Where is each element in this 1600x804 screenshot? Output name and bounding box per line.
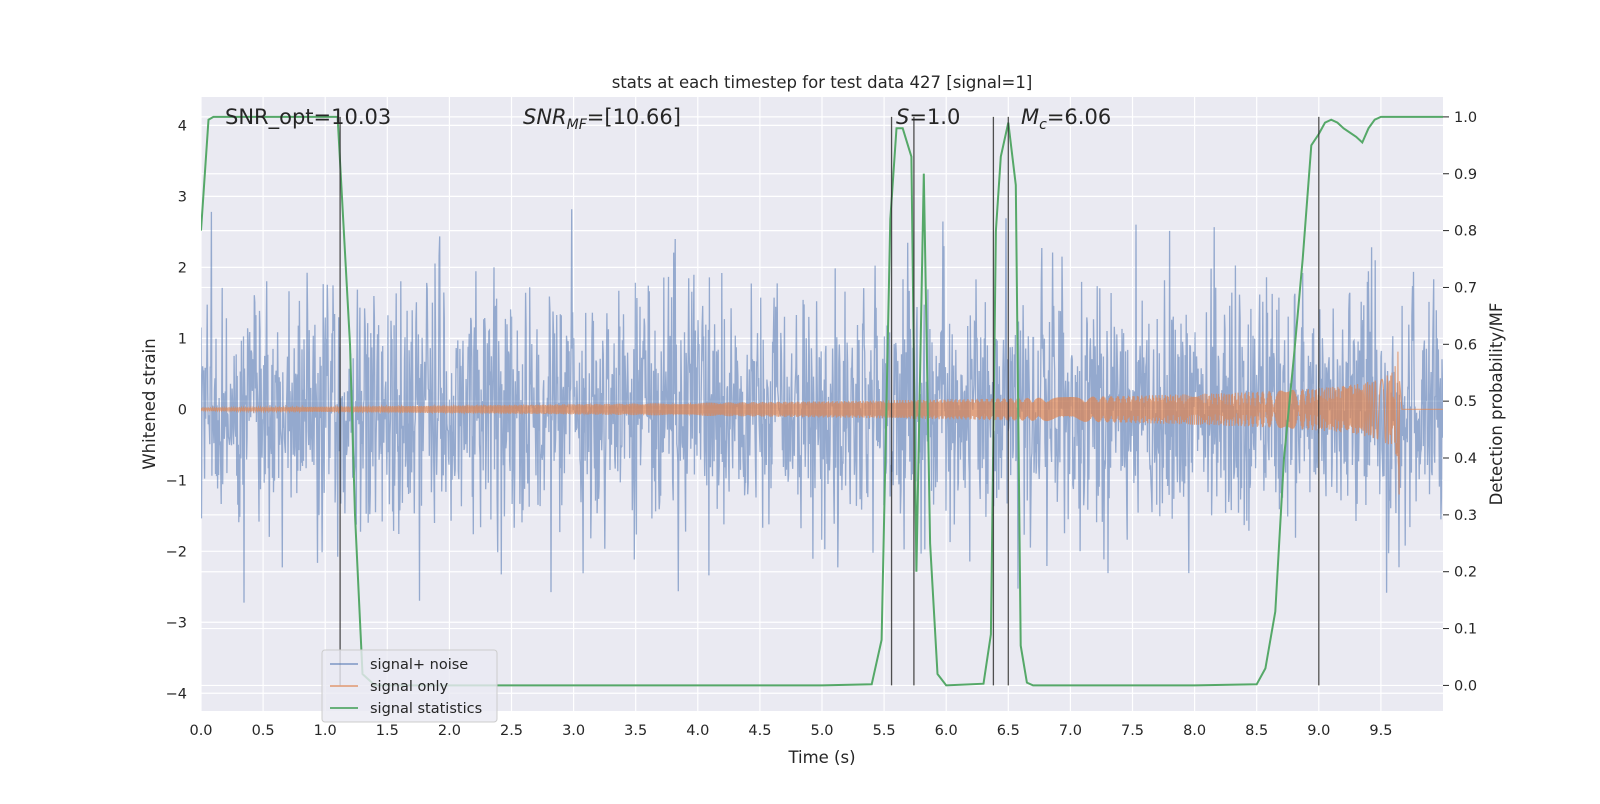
annotation-s-value: =1.0 <box>909 105 960 129</box>
x-tick-label-11: 5.5 <box>873 723 896 739</box>
y-right-tick-label-10: 1.0 <box>1454 110 1477 126</box>
y-right-tick-label-8: 0.8 <box>1454 224 1477 240</box>
vertical-markers <box>339 116 1320 686</box>
x-tick-label-12: 6.0 <box>935 723 958 739</box>
x-tick-label-15: 7.5 <box>1121 723 1144 739</box>
x-tick-label-16: 8.0 <box>1183 723 1206 739</box>
x-tick-label-0: 0.0 <box>189 723 212 739</box>
x-tick-label-18: 9.0 <box>1307 723 1330 739</box>
legend-label-signal-noise: signal+ noise <box>370 657 468 673</box>
y-left-tick-label-5: 1 <box>178 331 187 347</box>
x-tick-label-5: 2.5 <box>500 723 523 739</box>
x-tick-label-1: 0.5 <box>252 723 275 739</box>
y-axis-right-label: Detection probability/MF <box>1487 303 1506 506</box>
y-left-tick-label-3: −1 <box>166 473 187 489</box>
x-tick-label-17: 8.5 <box>1245 723 1268 739</box>
legend-box <box>321 649 498 723</box>
x-tick-label-14: 7.0 <box>1059 723 1082 739</box>
legend-label-signal-statistics: signal statistics <box>370 701 482 717</box>
x-tick-label-7: 3.5 <box>624 723 647 739</box>
y-left-tick-label-0: −4 <box>166 686 187 702</box>
x-tick-label-9: 4.5 <box>748 723 771 739</box>
x-tick-label-10: 5.0 <box>810 723 833 739</box>
x-tick-label-19: 9.5 <box>1369 723 1392 739</box>
x-tick-label-3: 1.5 <box>376 723 399 739</box>
chart-title: stats at each timestep for test data 427… <box>612 73 1033 92</box>
y-right-tick-label-9: 0.9 <box>1454 167 1477 183</box>
y-right-tick-label-0: 0.0 <box>1454 678 1477 694</box>
y-right-tick-label-2: 0.2 <box>1454 565 1477 581</box>
x-tick-label-4: 2.0 <box>438 723 461 739</box>
axes: 0.0 0.5 1.0 1.5 2.0 2.5 3.0 3.5 4.0 4.5 5.0 5.5 6.0 6… <box>166 110 1477 739</box>
y-axis-left-label: Whitened strain <box>140 338 159 469</box>
legend: signal+ noise signal only signal statist… <box>321 649 498 723</box>
y-right-tick-label-7: 0.7 <box>1454 280 1477 296</box>
annotation-mc-symbol: M <box>1021 105 1039 129</box>
y-right-tick-label-3: 0.3 <box>1454 508 1477 524</box>
y-left-tick-label-8: 4 <box>178 118 187 134</box>
y-right-tick-label-5: 0.5 <box>1454 394 1477 410</box>
annotation-mc: Mc=6.06 <box>1021 105 1111 133</box>
x-tick-label-2: 1.0 <box>314 723 337 739</box>
annotation-snr-mf: SNRMF=[10.66] <box>523 105 681 133</box>
annotation-mc-subscript: c <box>1039 117 1047 133</box>
annotation-snr-mf-value: =[10.66] <box>587 105 681 129</box>
x-tick-label-6: 3.0 <box>562 723 585 739</box>
y-right-tick-label-1: 0.1 <box>1454 622 1477 638</box>
x-tick-label-8: 4.0 <box>686 723 709 739</box>
legend-label-signal-only: signal only <box>370 679 449 695</box>
series-signal-only <box>201 351 1443 495</box>
y-right-tick-label-6: 0.6 <box>1454 337 1477 353</box>
y-left-tick-label-6: 2 <box>178 260 187 276</box>
y-left-tick-label-1: −3 <box>166 615 187 631</box>
annotation-snr-opt: SNR_opt=10.03 <box>225 105 391 130</box>
y-left-tick-label-4: 0 <box>178 402 187 418</box>
annotation-s: S=1.0 <box>896 105 960 129</box>
annotation-s-symbol: S <box>896 105 909 129</box>
y-right-tick-label-4: 0.4 <box>1454 451 1477 467</box>
annotation-snr-mf-symbol: SNR <box>523 105 567 129</box>
x-axis-label: Time (s) <box>787 748 855 767</box>
y-left-tick-label-2: −2 <box>166 544 187 560</box>
y-left-tick-label-7: 3 <box>178 189 187 205</box>
annotation-mc-value: =6.06 <box>1047 105 1111 129</box>
x-tick-label-13: 6.5 <box>997 723 1020 739</box>
annotation-snr-mf-subscript: MF <box>567 117 588 133</box>
